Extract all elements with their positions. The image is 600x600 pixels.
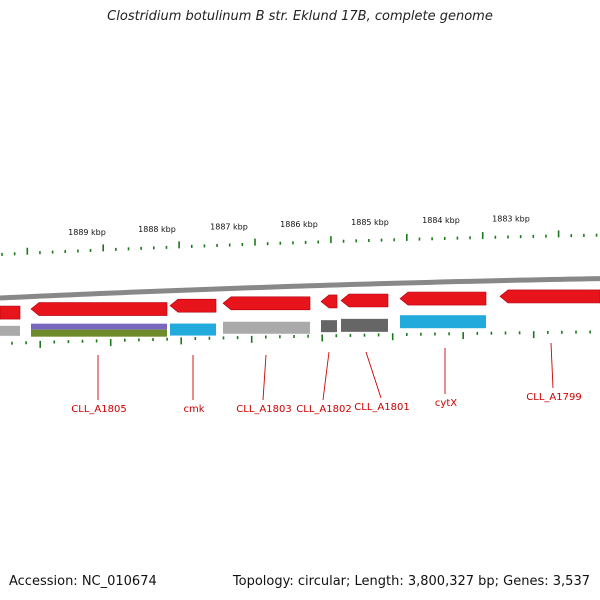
gene-label: CLL_A1803 bbox=[236, 404, 291, 415]
gene-arrow bbox=[399, 291, 487, 306]
kbp-scale-labels: 1889 kbp 1888 kbp 1887 kbp 1886 kbp 1885 kbp… bbox=[68, 214, 530, 237]
gene-arrow bbox=[499, 289, 600, 304]
kbp-label: 1887 kbp bbox=[210, 223, 248, 232]
gene-arrow bbox=[340, 293, 389, 308]
gene-labels: CLL_A1805 cmk CLL_A1803 CLL_A1802 CLL_A1801 c… bbox=[71, 342, 582, 415]
kbp-label: 1883 kbp bbox=[492, 214, 530, 223]
track-segment bbox=[223, 321, 310, 334]
gene-label: CLL_A1801 bbox=[354, 402, 409, 413]
label-leader bbox=[322, 351, 330, 401]
kbp-label: 1888 kbp bbox=[138, 225, 176, 234]
track-segment bbox=[400, 315, 486, 329]
lower-scale-ticks bbox=[11, 330, 591, 348]
label-leader bbox=[365, 351, 382, 399]
kbp-label: 1884 kbp bbox=[422, 216, 460, 225]
track-segment bbox=[170, 323, 216, 336]
kbp-label: 1886 kbp bbox=[280, 220, 318, 229]
kbp-label: 1885 kbp bbox=[351, 218, 389, 227]
gene-label: cmk bbox=[183, 404, 204, 415]
track-segment bbox=[0, 325, 20, 336]
genome-summary-text: Topology: circular; Length: 3,800,327 bp… bbox=[232, 574, 590, 589]
gene-features bbox=[0, 289, 600, 320]
gene-label: cytX bbox=[435, 398, 457, 409]
label-leader bbox=[262, 354, 267, 401]
track-segment bbox=[31, 329, 167, 337]
gene-label: CLL_A1805 bbox=[71, 404, 126, 415]
gene-arrow bbox=[30, 302, 168, 316]
gene-arrow bbox=[169, 298, 217, 313]
track-segment bbox=[341, 318, 388, 332]
gene-arrow bbox=[320, 294, 338, 309]
accession-text: Accession: NC_010674 bbox=[9, 574, 157, 589]
genome-backbone bbox=[0, 276, 600, 301]
track-segment bbox=[321, 320, 337, 333]
kbp-label: 1889 kbp bbox=[68, 228, 106, 237]
gene-arrow bbox=[222, 296, 311, 311]
map-title: Clostridium botulinum B str. Eklund 17B,… bbox=[107, 9, 493, 24]
upper-scale-ticks bbox=[1, 230, 598, 256]
label-leader bbox=[550, 342, 554, 389]
secondary-tracks bbox=[0, 315, 486, 337]
gene-arrow bbox=[0, 305, 21, 320]
gene-label: CLL_A1802 bbox=[296, 404, 351, 415]
gene-label: CLL_A1799 bbox=[526, 392, 581, 403]
track-segment bbox=[31, 323, 167, 330]
